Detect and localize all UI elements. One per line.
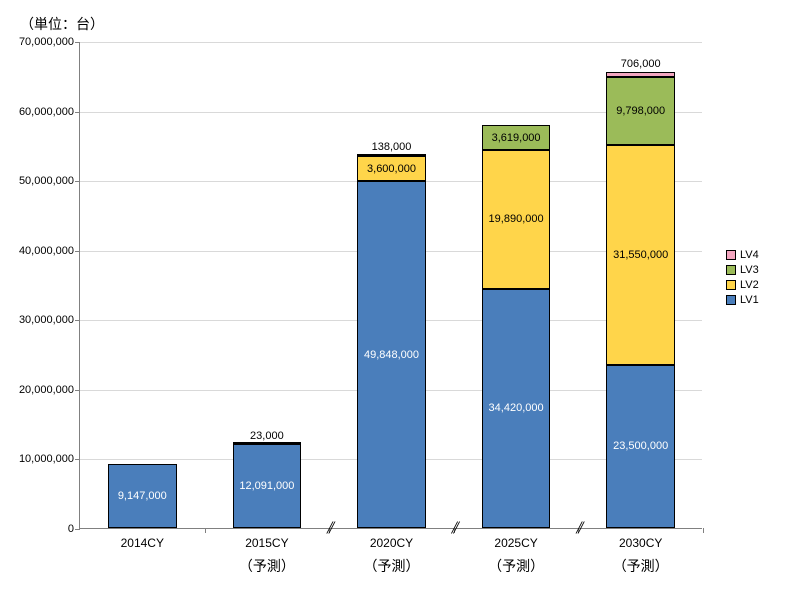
y-tick-mark bbox=[75, 112, 80, 113]
unit-label: （単位：台） bbox=[20, 14, 104, 34]
x-category-label: 2030CY bbox=[619, 536, 662, 550]
x-category-sublabel: （予測） bbox=[488, 556, 544, 576]
data-label: 31,550,000 bbox=[606, 249, 675, 261]
y-tick-mark bbox=[75, 42, 80, 43]
data-label: 706,000 bbox=[606, 58, 675, 70]
legend-label: LV3 bbox=[740, 264, 759, 276]
y-tick-label: 70,000,000 bbox=[19, 36, 80, 48]
legend-label: LV1 bbox=[740, 294, 759, 306]
data-label: 138,000 bbox=[357, 141, 426, 153]
x-category-sublabel: （予測） bbox=[364, 556, 420, 576]
x-tick-mark bbox=[703, 528, 704, 533]
y-tick-mark bbox=[75, 390, 80, 391]
gridline bbox=[80, 42, 702, 43]
y-tick-label: 30,000,000 bbox=[19, 314, 80, 326]
y-tick-label: 20,000,000 bbox=[19, 384, 80, 396]
y-tick-label: 10,000,000 bbox=[19, 453, 80, 465]
legend-label: LV4 bbox=[740, 249, 759, 261]
y-tick-label: 50,000,000 bbox=[19, 175, 80, 187]
legend-item-lv1: LV1 bbox=[726, 294, 759, 306]
legend: LV4 LV3 LV2 LV1 bbox=[726, 246, 759, 309]
x-tick-mark bbox=[329, 528, 330, 533]
legend-label: LV2 bbox=[740, 279, 759, 291]
x-category-label: 2020CY bbox=[370, 536, 413, 550]
data-label: 49,848,000 bbox=[357, 349, 426, 361]
data-label: 34,420,000 bbox=[482, 402, 551, 414]
chart-container: （単位：台） 010,000,00020,000,00030,000,00040… bbox=[0, 0, 800, 591]
data-label: 9,147,000 bbox=[108, 490, 177, 502]
x-tick-mark bbox=[578, 528, 579, 533]
legend-item-lv4: LV4 bbox=[726, 249, 759, 261]
y-tick-label: 60,000,000 bbox=[19, 106, 80, 118]
data-label: 3,600,000 bbox=[357, 163, 426, 175]
data-label: 9,798,000 bbox=[606, 105, 675, 117]
data-label: 19,890,000 bbox=[482, 213, 551, 225]
x-category-sublabel: （予測） bbox=[239, 556, 295, 576]
data-label: 12,091,000 bbox=[233, 480, 302, 492]
y-tick-mark bbox=[75, 251, 80, 252]
legend-swatch bbox=[726, 250, 736, 260]
y-tick-label: 40,000,000 bbox=[19, 245, 80, 257]
bar-segment-lv4 bbox=[606, 72, 675, 77]
bar-segment-lv2 bbox=[233, 442, 302, 444]
legend-swatch bbox=[726, 295, 736, 305]
legend-item-lv3: LV3 bbox=[726, 264, 759, 276]
data-label: 23,500,000 bbox=[606, 440, 675, 452]
x-tick-mark bbox=[454, 528, 455, 533]
data-label: 23,000 bbox=[233, 430, 302, 442]
legend-swatch bbox=[726, 280, 736, 290]
legend-swatch bbox=[726, 265, 736, 275]
y-tick-mark bbox=[75, 529, 80, 530]
x-category-label: 2015CY bbox=[245, 536, 288, 550]
y-tick-mark bbox=[75, 459, 80, 460]
plot-area: 010,000,00020,000,00030,000,00040,000,00… bbox=[79, 42, 702, 529]
x-tick-mark bbox=[205, 528, 206, 533]
bar-segment-lv3 bbox=[357, 154, 426, 156]
legend-item-lv2: LV2 bbox=[726, 279, 759, 291]
x-category-label: 2025CY bbox=[494, 536, 537, 550]
data-label: 3,619,000 bbox=[482, 132, 551, 144]
y-tick-mark bbox=[75, 181, 80, 182]
x-category-label: 2014CY bbox=[121, 536, 164, 550]
y-tick-mark bbox=[75, 320, 80, 321]
x-category-sublabel: （予測） bbox=[613, 556, 669, 576]
